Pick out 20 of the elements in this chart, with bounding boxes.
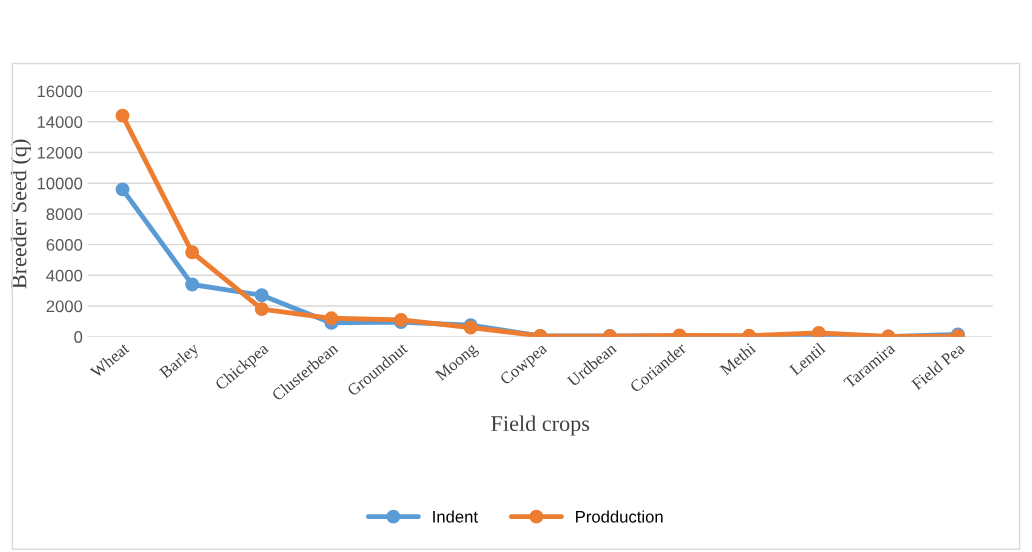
- point: [185, 277, 200, 292]
- point: [324, 311, 339, 326]
- point: [254, 302, 269, 317]
- point: [254, 288, 269, 303]
- x-axis-title: Field crops: [491, 415, 590, 436]
- point: [115, 182, 130, 197]
- y-tick-label: 8000: [46, 208, 83, 221]
- point: [115, 108, 130, 123]
- y-tick-label: 0: [74, 331, 83, 343]
- y-tick-label: 16000: [37, 85, 83, 98]
- y-tick-label: 14000: [37, 116, 83, 128]
- y-tick-label: 2000: [46, 300, 83, 313]
- legend-label: Indent: [433, 510, 478, 523]
- y-tick-label: 12000: [37, 146, 83, 159]
- y-tick-label: 6000: [46, 239, 83, 251]
- point: [185, 245, 200, 260]
- legend-label: Prodduction: [576, 510, 663, 523]
- y-tick-label: 4000: [46, 269, 83, 282]
- y-axis-title: Breeder Seed (q): [10, 139, 31, 289]
- y-tick-label: 10000: [37, 177, 83, 190]
